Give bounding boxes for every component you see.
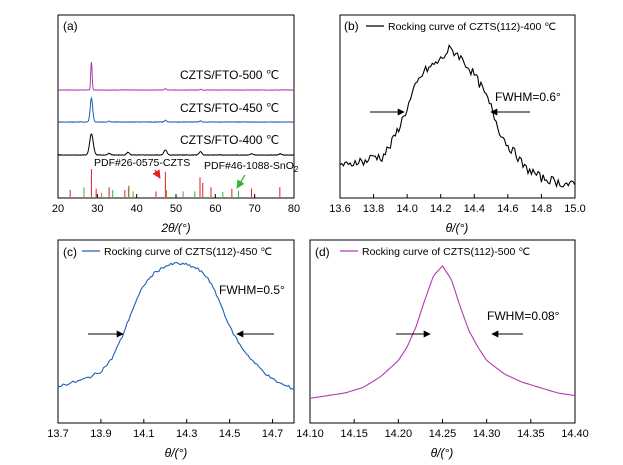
panel-d-legend-label: Rocking curve of CZTS(112)-500 ℃ (362, 246, 530, 258)
panel-c-tick-label: 14.3 (176, 428, 197, 440)
panel-c-fwhm: FWHM=0.5° (219, 283, 285, 297)
panel-b-tick-label: 14.6 (497, 203, 518, 215)
panel-c-label: (c) (63, 245, 77, 259)
panel-d: (d) Rocking curve of CZTS(112)-500 ℃ FWH… (296, 239, 589, 460)
panel-c-tick-label: 13.7 (47, 428, 68, 440)
panel-c-frame (57, 239, 295, 424)
ref-arrow-sno2 (236, 174, 246, 189)
panel-d-label: (d) (315, 245, 330, 259)
panel-a-label: (a) (63, 19, 78, 33)
panel-b-tick-label: 15.0 (564, 203, 585, 215)
panel-c-tick-label: 14.5 (219, 428, 240, 440)
panel-a: (a) CZTS/FTO-500 ℃ CZTS/FTO-450 ℃ CZTS/F… (52, 14, 300, 235)
panel-d-xlabel: θ/(°) (431, 446, 454, 460)
panel-c-tick-label: 14.7 (262, 428, 283, 440)
panel-b-legend-label: Rocking curve of CZTS(112)-400 ℃ (388, 21, 556, 33)
d-curve (309, 265, 576, 399)
panel-d-tick-label: 14.30 (473, 428, 501, 440)
panel-a-tick-label: 20 (52, 203, 64, 215)
panel-d-tick-label: 14.40 (561, 428, 589, 440)
ref-label-sno2-main: PDF#46-1088-SnO (204, 160, 294, 172)
b-curve (339, 44, 576, 189)
legend-label-500: CZTS/FTO-500 ℃ (180, 68, 279, 82)
panel-a-tick-label: 40 (131, 203, 143, 215)
panel-a-tick-label: 60 (209, 203, 221, 215)
panel-a-xlabel: 2θ/(°) (160, 221, 190, 235)
panel-b-label: (b) (344, 19, 359, 33)
panel-b-tick-label: 13.8 (363, 203, 384, 215)
panel-a-tick-label: 70 (249, 203, 261, 215)
ref-label-sno2-sub: 2 (294, 165, 299, 174)
legend-label-450: CZTS/FTO-450 ℃ (180, 101, 279, 115)
panel-b-tick-label: 14.8 (531, 203, 552, 215)
panel-c-tick-label: 13.9 (90, 428, 111, 440)
panel-a-tick-label: 50 (170, 203, 182, 215)
ref-label-sno2: PDF#46-1088-SnO2 (204, 160, 299, 174)
panel-b-tick-label: 14.4 (464, 203, 485, 215)
panel-c: (c) Rocking curve of CZTS(112)-450 ℃ FWH… (47, 239, 295, 460)
ref-label-czts: PDF#26-0575-CZTS (94, 157, 190, 169)
panel-a-tick-label: 30 (91, 203, 103, 215)
xrd-series-line (57, 96, 295, 123)
panel-b-tick-label: 14.2 (430, 203, 451, 215)
panel-c-tick-label: 14.1 (133, 428, 154, 440)
panel-b-tick-label: 14.0 (396, 203, 417, 215)
panel-b-frame (339, 14, 576, 199)
xrd-series-line (58, 133, 294, 156)
panel-c-legend-label: Rocking curve of CZTS(112)-450 ℃ (104, 246, 272, 258)
panel-c-xlabel: θ/(°) (165, 446, 188, 460)
panel-d-tick-label: 14.10 (296, 428, 324, 440)
ref-arrow-czts (152, 169, 161, 179)
panel-b-fwhm: FWHM=0.6° (495, 90, 561, 104)
panel-d-tick-label: 14.25 (429, 428, 457, 440)
panel-b-tick-label: 13.6 (329, 203, 350, 215)
panel-b: (b) Rocking curve of CZTS(112)-400 ℃ FWH… (329, 14, 586, 235)
panel-b-xlabel: θ/(°) (446, 221, 469, 235)
panel-d-fwhm: FWHM=0.08° (487, 309, 560, 323)
panel-d-tick-label: 14.35 (517, 428, 545, 440)
panel-d-frame (309, 239, 576, 424)
legend-label-400: CZTS/FTO-400 ℃ (180, 133, 279, 147)
panel-a-tick-label: 80 (288, 203, 300, 215)
xrd-series-line (58, 61, 295, 91)
c-curve (57, 261, 295, 390)
panel-d-tick-label: 14.20 (385, 428, 413, 440)
panel-d-tick-label: 14.15 (340, 428, 368, 440)
